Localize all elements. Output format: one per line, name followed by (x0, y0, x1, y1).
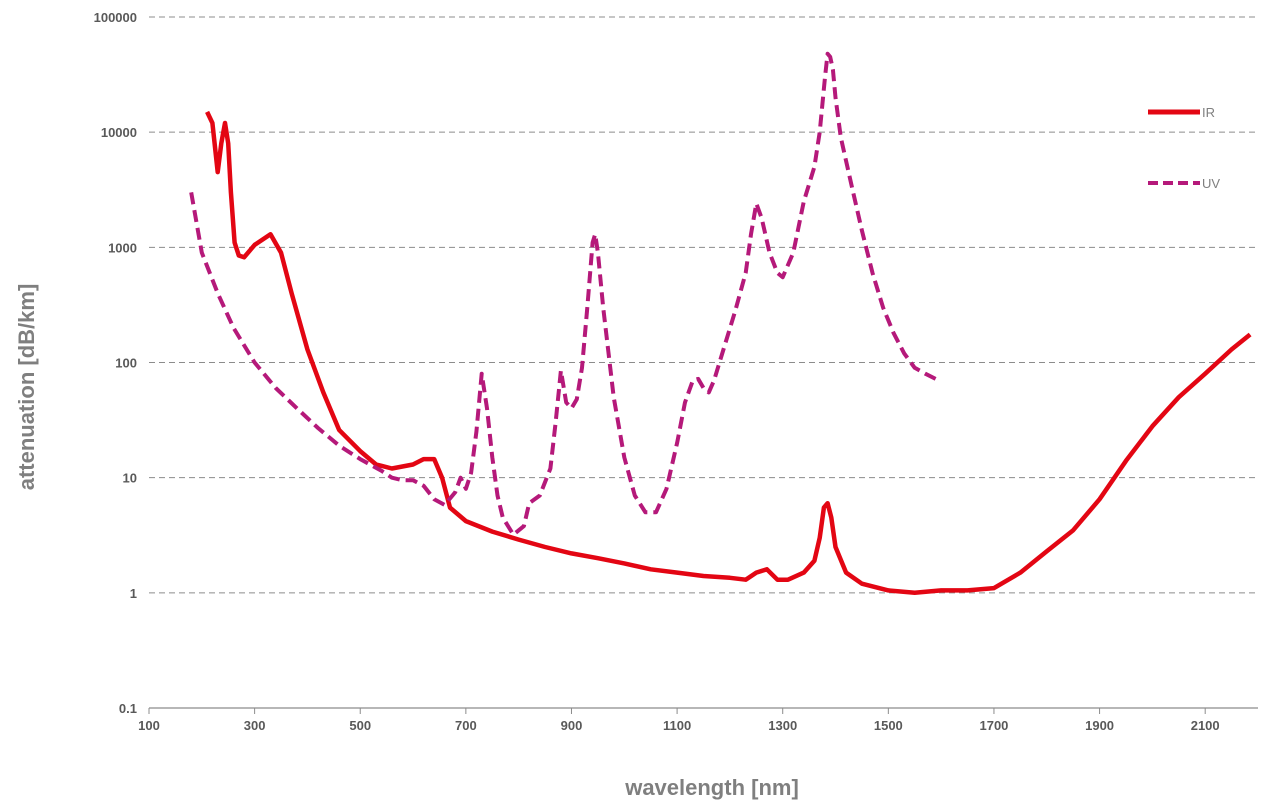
y-tick-label: 0.1 (119, 701, 137, 716)
series-line-uv (189, 51, 940, 537)
x-tick-label: 1300 (768, 718, 797, 733)
y-axis-title: attenuation [dB/km] (14, 284, 39, 491)
legend-label-uv: UV (1202, 176, 1220, 191)
x-tick-label: 300 (244, 718, 266, 733)
x-axis-title: wavelength [nm] (624, 775, 799, 800)
y-tick-label: 10 (123, 471, 137, 486)
y-axis-tick-labels: 0.1 1 10 100 1000 10000 100000 (94, 10, 137, 716)
series-lines (189, 51, 1252, 596)
y-tick-label: 10000 (101, 125, 137, 140)
y-tick-label: 1000 (108, 240, 137, 255)
x-tick-label: 500 (349, 718, 371, 733)
x-tick-label: 700 (455, 718, 477, 733)
x-axis-tick-labels: 100 300 500 700 900 1100 1300 1500 1700 1900 2100 (138, 718, 1220, 733)
y-tick-label: 100000 (94, 10, 137, 25)
x-tick-label: 900 (561, 718, 583, 733)
x-tick-label: 1500 (874, 718, 903, 733)
x-tick-label: 1100 (663, 718, 691, 733)
x-tick-label: 1700 (979, 718, 1008, 733)
y-tick-label: 1 (130, 586, 137, 601)
legend: IR UV (1148, 105, 1220, 191)
x-tick-label: 100 (138, 718, 160, 733)
series-line-ir (205, 110, 1252, 596)
legend-label-ir: IR (1202, 105, 1215, 120)
y-tick-label: 100 (115, 356, 137, 371)
x-tick-label: 1900 (1085, 718, 1114, 733)
x-axis (148, 707, 1258, 714)
grid-lines (149, 16, 1258, 594)
x-tick-label: 2100 (1191, 718, 1220, 733)
